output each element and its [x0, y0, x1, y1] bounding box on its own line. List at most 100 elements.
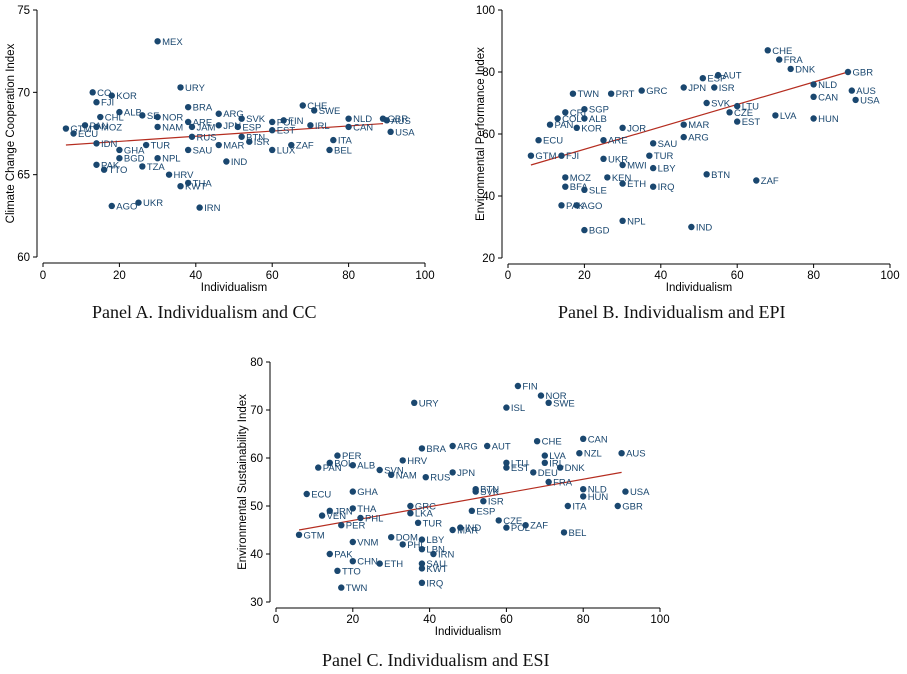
data-point [503, 404, 510, 411]
data-point [711, 84, 718, 91]
point-label: ISR [254, 137, 270, 148]
data-point [116, 108, 123, 116]
y-tick-label: 70 [17, 87, 30, 99]
data-point [688, 223, 695, 231]
point-label: PHL [407, 540, 425, 551]
data-point [165, 171, 173, 178]
data-point [503, 464, 510, 471]
data-point [810, 93, 817, 101]
point-label: PER [342, 451, 362, 462]
point-label: THA [193, 178, 213, 189]
data-point [142, 141, 150, 149]
x-axis-title: Individualism [666, 282, 732, 294]
point-label: ESP [242, 122, 261, 133]
data-point [503, 524, 510, 531]
data-point [303, 490, 310, 498]
point-label: IND [465, 523, 482, 534]
data-point [472, 488, 479, 495]
x-tick-label: 100 [415, 270, 434, 282]
point-label: ARG [688, 133, 709, 144]
point-label: ALB [357, 461, 375, 472]
point-label: MOZ [570, 173, 591, 184]
point-label: DEU [538, 468, 558, 479]
data-point [184, 146, 192, 154]
panel-c: 0 20 40 60 80 100 30 40 50 60 70 80 Individualism Env… [232, 350, 672, 674]
data-point [326, 550, 333, 558]
data-point [108, 92, 115, 99]
data-point [188, 123, 196, 131]
point-label: MAR [688, 120, 709, 131]
data-point [699, 75, 707, 82]
data-point [480, 498, 487, 505]
point-label: NLD [353, 114, 372, 125]
data-point [411, 399, 418, 406]
data-point [116, 146, 123, 154]
data-point [184, 179, 192, 187]
data-point [541, 452, 548, 459]
point-label: BRA [426, 444, 446, 455]
point-label: SAU [426, 559, 446, 570]
data-point [357, 514, 364, 522]
data-point [62, 125, 70, 132]
point-label: JPN [457, 468, 475, 479]
point-label: FRA [553, 478, 573, 489]
point-label: ECU [311, 490, 331, 501]
data-point [399, 541, 406, 548]
point-label: GTM [70, 124, 91, 135]
point-label: ETH [627, 179, 646, 190]
data-point [530, 469, 537, 476]
x-tick-label: 0 [273, 614, 279, 626]
x-axis-title: Individualism [201, 282, 267, 294]
data-point [388, 471, 395, 478]
point-label: JOR [627, 123, 646, 134]
data-point [430, 550, 437, 558]
data-point [562, 109, 569, 116]
data-point [546, 121, 554, 128]
point-label: JPN [223, 121, 241, 132]
x-tick-label: 80 [342, 270, 355, 282]
point-label: CHL [105, 113, 124, 124]
data-point [318, 512, 326, 519]
y-axis-title: Environmental Sustainability Index [237, 394, 249, 570]
data-point [703, 171, 710, 178]
point-label: SVK [711, 99, 731, 110]
point-label: SVK [480, 487, 500, 498]
data-point [349, 538, 356, 546]
point-label: FRA [784, 55, 804, 66]
data-point [449, 469, 456, 476]
data-point [334, 567, 341, 574]
x-tick-label: 0 [505, 270, 511, 282]
data-point [680, 84, 687, 91]
point-label: FJI [566, 151, 579, 162]
point-label: VNM [357, 538, 378, 549]
point-label: LVA [549, 451, 566, 462]
point-label: EST [277, 126, 296, 137]
data-point [714, 71, 722, 79]
point-label: FIN [288, 116, 303, 127]
panel-a: 0 20 40 60 80 100 60 65 70 75 Individualism Climate… [0, 0, 445, 330]
x-axis-title: Individualism [435, 626, 501, 638]
point-label: ARG [457, 442, 478, 453]
data-point [269, 146, 276, 154]
point-label: GHA [357, 487, 378, 498]
point-label: ALB [589, 114, 607, 125]
point-label: UKR [143, 198, 163, 209]
data-point [614, 502, 621, 510]
data-point [545, 478, 552, 486]
data-point [345, 115, 352, 122]
point-label: NPL [162, 154, 180, 165]
point-label: IRN [204, 203, 221, 214]
data-point [93, 161, 100, 168]
point-label: BEL [334, 145, 352, 156]
y-tick-label: 80 [250, 357, 263, 369]
point-label: TZA [147, 162, 166, 173]
data-point [184, 103, 192, 111]
data-point [649, 183, 657, 190]
point-label: TUR [423, 518, 443, 529]
data-point [619, 180, 626, 187]
point-label: POL [511, 523, 530, 534]
data-point [139, 112, 146, 119]
data-point [177, 84, 184, 91]
data-point [399, 457, 406, 464]
data-point [307, 122, 314, 129]
